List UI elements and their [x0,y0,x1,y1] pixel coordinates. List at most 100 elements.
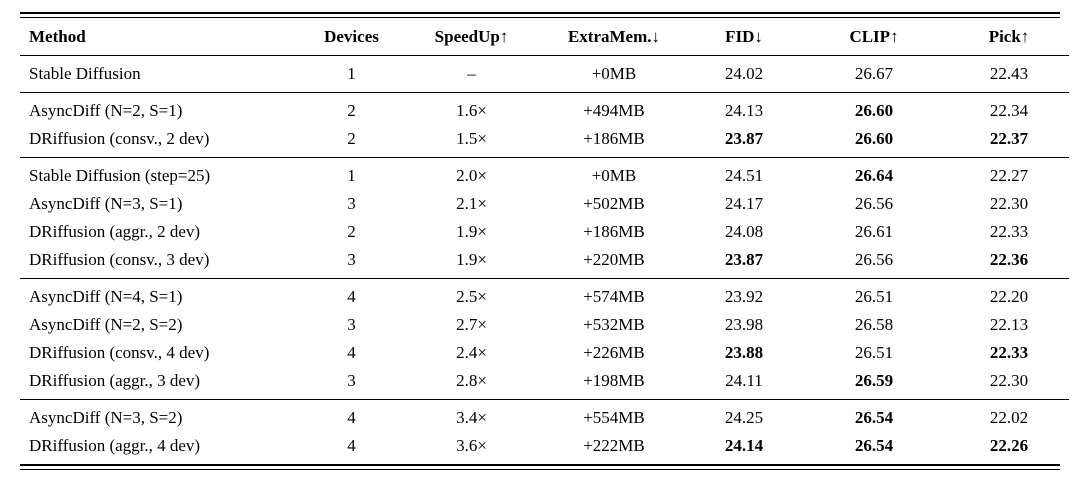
cell-pick: 22.02 [949,399,1069,432]
cell-extramem: +220MB [583,250,645,269]
column-header-pick: Pick↑ [949,18,1069,56]
cell-pick: 22.27 [949,157,1069,190]
up-arrow-icon: ↑ [1020,26,1030,46]
cell-devices: 2 [347,222,356,241]
table-row: AsyncDiff (N=3, S=1) 3 2.1× +502MB 24.17 26.5… [20,190,1069,218]
cell-extramem: +222MB [583,436,645,455]
results-table: Method Devices SpeedUp↑ ExtraMem.↓ FID↓ CLIP↑… [20,18,1069,464]
cell-clip: 26.54 [799,399,949,432]
cell-method: DRiffusion (aggr., 2 dev) [29,222,201,241]
cell-speedup: 3.6× [456,436,487,455]
table-row: Stable Diffusion 1– +0MB 24.02 26.67 22.43 [20,55,1069,93]
table-section: AsyncDiff (N=4, S=1) 4 2.5× +574MB 23.92 26.5… [20,278,1069,400]
cell-pick: 22.43 [949,55,1069,93]
table-row: AsyncDiff (N=3, S=2) 4 3.4× +554MB 24.25 26.5… [20,399,1069,432]
cell-devices: 2 [347,129,356,148]
column-header-devices: Devices [299,18,404,56]
table-row: DRiffusion (consv., 3 dev) 3 1.9× +220MB 23.… [20,246,1069,279]
cell-fid: 23.87 [724,129,764,148]
table-row: DRiffusion (aggr., 3 dev) 3 2.8× +198MB 24.1… [20,367,1069,400]
cell-speedup: 2.0× [404,157,539,190]
table-row: Stable Diffusion (step=25) 1 2.0× +0MB 24.51… [20,157,1069,190]
cell-method: Stable Diffusion [20,55,299,93]
cell-pick: 22.20 [949,278,1069,311]
cell-speedup: 1.9× [456,222,487,241]
cell-devices: 2 [299,92,404,125]
cell-clip: 26.51 [854,343,894,362]
cell-devices: 1 [299,55,404,93]
down-arrow-icon: ↓ [754,26,763,46]
cell-fid: 23.98 [724,315,764,334]
column-header-speedup: SpeedUp↑ [404,18,539,56]
cell-pick: 22.33 [989,222,1029,241]
cell-method: AsyncDiff (N=2, S=1) [20,92,299,125]
cell-extramem: +554MB [539,399,689,432]
up-arrow-icon: ↑ [890,26,899,46]
cell-devices: 4 [299,399,404,432]
cell-devices: 1 [299,157,404,190]
cell-devices: 3 [347,194,356,213]
cell-fid: 24.25 [689,399,799,432]
cell-fid: 24.11 [725,371,763,390]
table-top-rule [20,12,1060,18]
cell-pick: 22.30 [989,194,1029,213]
cell-devices: 4 [347,343,356,362]
cell-pick: 22.26 [989,436,1029,455]
cell-fid: 23.88 [724,343,764,362]
cell-clip: 26.60 [799,92,949,125]
table-section: Stable Diffusion (step=25) 1 2.0× +0MB 24.51… [20,157,1069,279]
cell-extramem: +574MB [539,278,689,311]
column-header-extramem: ExtraMem.↓ [539,18,689,56]
cell-extramem: +186MB [583,129,645,148]
column-label: Devices [324,26,379,46]
column-label: ExtraMem. [567,26,652,46]
up-arrow-icon: ↑ [499,26,509,46]
cell-fid: 24.02 [689,55,799,93]
column-label: FID [725,26,755,46]
cell-method: AsyncDiff (N=4, S=1) [20,278,299,311]
column-header-fid: FID↓ [689,18,799,56]
cell-pick: 22.13 [989,315,1029,334]
column-label: CLIP [849,26,891,46]
cell-speedup: 1.6× [404,92,539,125]
cell-extramem: +226MB [583,343,645,362]
cell-fid: 24.14 [724,436,764,455]
table-section: Stable Diffusion 1– +0MB 24.02 26.67 22.43 [20,55,1069,93]
cell-speedup: 2.5× [404,278,539,311]
cell-method: AsyncDiff (N=2, S=2) [29,315,183,334]
cell-pick: 22.37 [989,129,1029,148]
cell-devices: 3 [347,250,356,269]
table-section: AsyncDiff (N=3, S=2) 4 3.4× +554MB 24.25 26.5… [20,399,1069,465]
cell-speedup: 2.7× [456,315,487,334]
cell-clip: 26.59 [854,371,894,390]
cell-fid: 24.51 [689,157,799,190]
cell-extramem: +0MB [539,55,689,93]
table-section: AsyncDiff (N=2, S=1) 2 1.6× +494MB 24.13 26.6… [20,92,1069,158]
cell-clip: 26.67 [799,55,949,93]
table-row: AsyncDiff (N=2, S=2) 3 2.7× +532MB 23.98 26.5… [20,311,1069,339]
cell-speedup: 1.9× [456,250,487,269]
cell-fid: 24.17 [724,194,764,213]
table-row: DRiffusion (aggr., 4 dev) 4 3.6× +222MB 24.1… [20,432,1069,464]
cell-devices: 3 [347,315,356,334]
table-row: AsyncDiff (N=4, S=1) 4 2.5× +574MB 23.92 26.5… [20,278,1069,311]
cell-method: DRiffusion (aggr., 4 dev) [29,436,201,455]
cell-clip: 26.56 [854,250,894,269]
table-row: DRiffusion (aggr., 2 dev) 2 1.9× +186MB 24.0… [20,218,1069,246]
cell-clip: 26.60 [854,129,894,148]
table-header: Method Devices SpeedUp↑ ExtraMem.↓ FID↓ CLIP↑… [20,18,1069,56]
table-container: Method Devices SpeedUp↑ ExtraMem.↓ FID↓ CLIP↑… [20,12,1069,470]
cell-speedup: 1.5× [456,129,487,148]
cell-fid: 24.13 [689,92,799,125]
cell-method: DRiffusion (consv., 4 dev) [29,343,210,362]
cell-method: AsyncDiff (N=3, S=1) [29,194,183,213]
cell-pick: 22.36 [989,250,1029,269]
cell-clip: 26.61 [854,222,894,241]
cell-devices: 4 [299,278,404,311]
cell-pick: 22.30 [989,371,1029,390]
cell-speedup: 2.8× [456,371,487,390]
cell-speedup: 2.4× [456,343,487,362]
cell-clip: 26.58 [854,315,894,334]
cell-method: DRiffusion (consv., 2 dev) [29,129,210,148]
cell-devices: 3 [347,371,356,390]
